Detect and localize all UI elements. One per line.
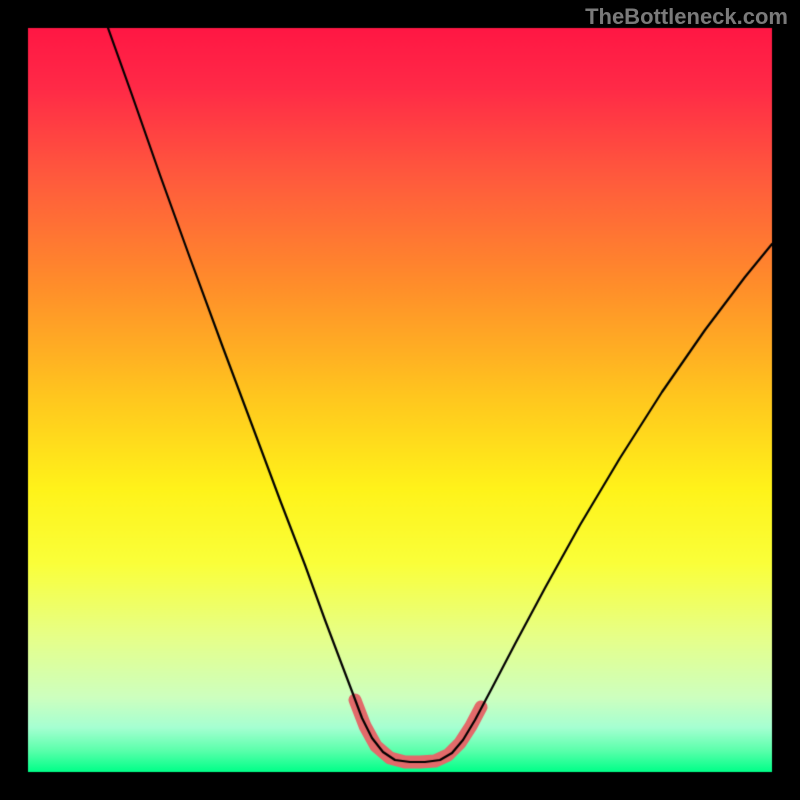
bottleneck-chart-canvas — [0, 0, 800, 800]
chart-container: TheBottleneck.com — [0, 0, 800, 800]
